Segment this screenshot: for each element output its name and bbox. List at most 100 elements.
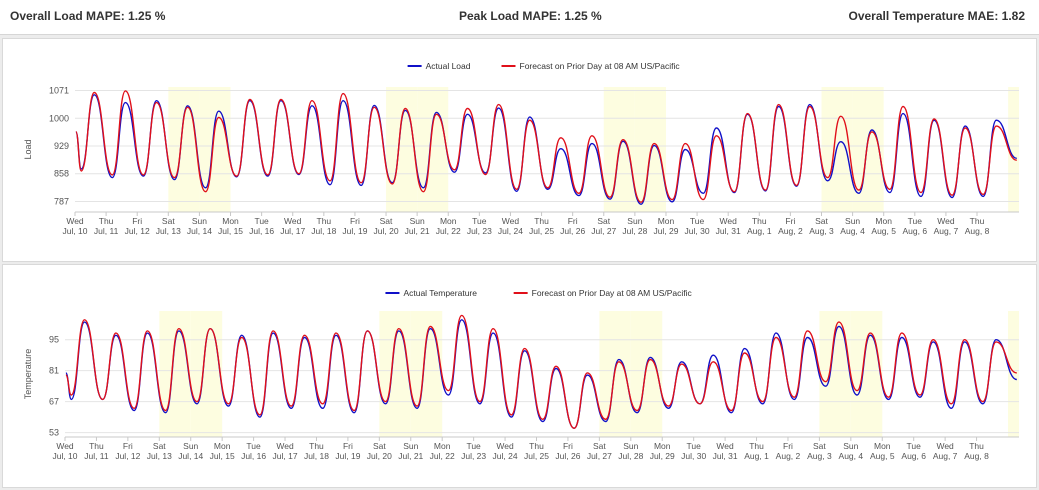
x-tick-label-weekday: Fri: [132, 216, 142, 226]
x-tick-label-date: Jul, 31: [713, 451, 738, 461]
series-line-forecast[interactable]: [75, 90, 1018, 203]
overall-load-mape: Overall Load MAPE: 1.25 %: [10, 9, 166, 23]
x-tick-label-date: Jul, 16: [249, 226, 274, 236]
x-tick-label-date: Jul, 23: [467, 226, 492, 236]
x-tick-label-weekday: Wed: [502, 216, 520, 226]
overall-temperature-mae: Overall Temperature MAE: 1.82: [848, 9, 1025, 23]
x-tick-label-weekday: Fri: [568, 216, 578, 226]
x-tick-label-date: Jul, 20: [367, 451, 392, 461]
x-tick-label-date: Jul, 15: [210, 451, 235, 461]
x-tick-label-weekday: Thu: [970, 216, 985, 226]
y-tick-label: 95: [49, 335, 59, 345]
x-tick-label-date: Jul, 16: [241, 451, 266, 461]
x-tick-label-weekday: Tue: [254, 216, 269, 226]
x-tick-label-weekday: Tue: [466, 441, 481, 451]
legend-label: Actual Temperature: [403, 288, 477, 298]
x-tick-label-date: Aug, 2: [776, 451, 801, 461]
x-tick-label-date: Jul, 13: [156, 226, 181, 236]
y-axis-label: Load: [23, 139, 33, 159]
x-tick-label-weekday: Wed: [720, 216, 738, 226]
x-tick-label-weekday: Thu: [89, 441, 104, 451]
x-tick-label-weekday: Wed: [716, 441, 734, 451]
x-tick-label-weekday: Sat: [373, 441, 386, 451]
x-tick-label-weekday: Thu: [752, 216, 767, 226]
series-line-actual[interactable]: [75, 94, 1018, 205]
x-tick-label-date: Jul, 18: [311, 226, 336, 236]
x-tick-label-date: Jul, 10: [62, 226, 87, 236]
x-tick-label-date: Jul, 24: [493, 451, 518, 461]
x-tick-label-date: Jul, 19: [342, 226, 367, 236]
weekend-band: [417, 87, 449, 212]
x-tick-label-date: Jul, 23: [461, 451, 486, 461]
x-tick-label-weekday: Sun: [845, 216, 860, 226]
series-line-forecast[interactable]: [65, 314, 1018, 429]
temperature-chart-panel: 53 67 81 95 Wed Jul, 10 Thu Jul, 11 Fri Jul, 12 Sa…: [2, 264, 1037, 488]
x-tick-label-weekday: Wed: [284, 216, 302, 226]
legend-item-forecast[interactable]: Forecast on Prior Day at 08 AM US/Pacifi…: [501, 61, 681, 71]
x-tick-label-date: Jul, 21: [398, 451, 423, 461]
legend-item-actual[interactable]: Actual Temperature: [385, 288, 477, 298]
x-tick-label-date: Aug, 3: [809, 226, 834, 236]
weekend-band: [1007, 311, 1019, 437]
y-tick-label: 1000: [49, 113, 69, 123]
x-tick-label-date: Jul, 27: [591, 226, 616, 236]
x-tick-label-date: Aug, 7: [934, 226, 959, 236]
x-tick-label-weekday: Sun: [403, 441, 418, 451]
x-tick-label-weekday: Mon: [874, 441, 891, 451]
x-tick-label-date: Jul, 22: [436, 226, 461, 236]
x-tick-label-weekday: Fri: [123, 441, 133, 451]
legend-item-actual[interactable]: Actual Load: [407, 61, 471, 71]
x-tick-label-weekday: Mon: [214, 441, 231, 451]
x-tick-label-weekday: Wed: [937, 216, 955, 226]
x-tick-label-weekday: Sun: [192, 216, 207, 226]
x-tick-label-weekday: Mon: [654, 441, 671, 451]
x-tick-label-weekday: Sat: [380, 216, 393, 226]
x-tick-label-date: Jul, 11: [94, 226, 119, 236]
weekend-band: [1008, 87, 1019, 212]
legend-label: Actual Load: [426, 61, 471, 71]
x-tick-label-date: Jul, 15: [218, 226, 243, 236]
weekend-band: [168, 87, 200, 212]
x-tick-label-date: Jul, 17: [273, 451, 298, 461]
x-tick-label-date: Jul, 14: [178, 451, 203, 461]
x-tick-label-weekday: Tue: [690, 216, 705, 226]
x-tick-label-date: Jul, 12: [125, 226, 150, 236]
x-tick-label-date: Jul, 21: [405, 226, 430, 236]
x-tick-label-date: Aug, 5: [871, 226, 896, 236]
x-tick-label-weekday: Wed: [496, 441, 514, 451]
legend-item-forecast[interactable]: Forecast on Prior Day at 08 AM US/Pacifi…: [513, 288, 693, 298]
x-tick-label-date: Jul, 30: [681, 451, 706, 461]
x-tick-label-weekday: Thu: [749, 441, 764, 451]
x-tick-label-date: Jul, 13: [147, 451, 172, 461]
y-tick-label: 81: [49, 366, 59, 376]
y-tick-label: 858: [54, 169, 69, 179]
peak-load-mape: Peak Load MAPE: 1.25 %: [459, 9, 602, 23]
x-tick-label-date: Jul, 26: [560, 226, 585, 236]
x-tick-label-weekday: Thu: [534, 216, 549, 226]
x-tick-label-weekday: Mon: [434, 441, 451, 451]
x-tick-label-weekday: Tue: [246, 441, 261, 451]
x-tick-label-date: Jul, 20: [374, 226, 399, 236]
x-tick-label-weekday: Tue: [472, 216, 487, 226]
x-tick-label-date: Jul, 27: [587, 451, 612, 461]
legend-label: Forecast on Prior Day at 08 AM US/Pacifi…: [532, 288, 693, 298]
x-tick-label-weekday: Tue: [686, 441, 701, 451]
x-tick-label-date: Jul, 17: [280, 226, 305, 236]
x-tick-label-date: Aug, 2: [778, 226, 803, 236]
x-tick-label-weekday: Mon: [440, 216, 457, 226]
x-tick-label-date: Aug, 3: [807, 451, 832, 461]
x-tick-label-weekday: Mon: [222, 216, 239, 226]
x-tick-label-weekday: Sun: [410, 216, 425, 226]
x-tick-label-date: Aug, 8: [964, 451, 989, 461]
x-tick-label-date: Jul, 18: [304, 451, 329, 461]
x-tick-label-date: Jul, 14: [187, 226, 212, 236]
x-tick-label-date: Aug, 4: [840, 226, 865, 236]
weekend-band: [379, 311, 411, 437]
x-tick-label-date: Jul, 25: [524, 451, 549, 461]
x-tick-label-weekday: Wed: [56, 441, 74, 451]
weekend-band: [199, 87, 231, 212]
x-tick-label-weekday: Sat: [162, 216, 175, 226]
x-tick-label-weekday: Thu: [529, 441, 544, 451]
x-tick-label-weekday: Sat: [597, 216, 610, 226]
x-tick-label-weekday: Sun: [183, 441, 198, 451]
